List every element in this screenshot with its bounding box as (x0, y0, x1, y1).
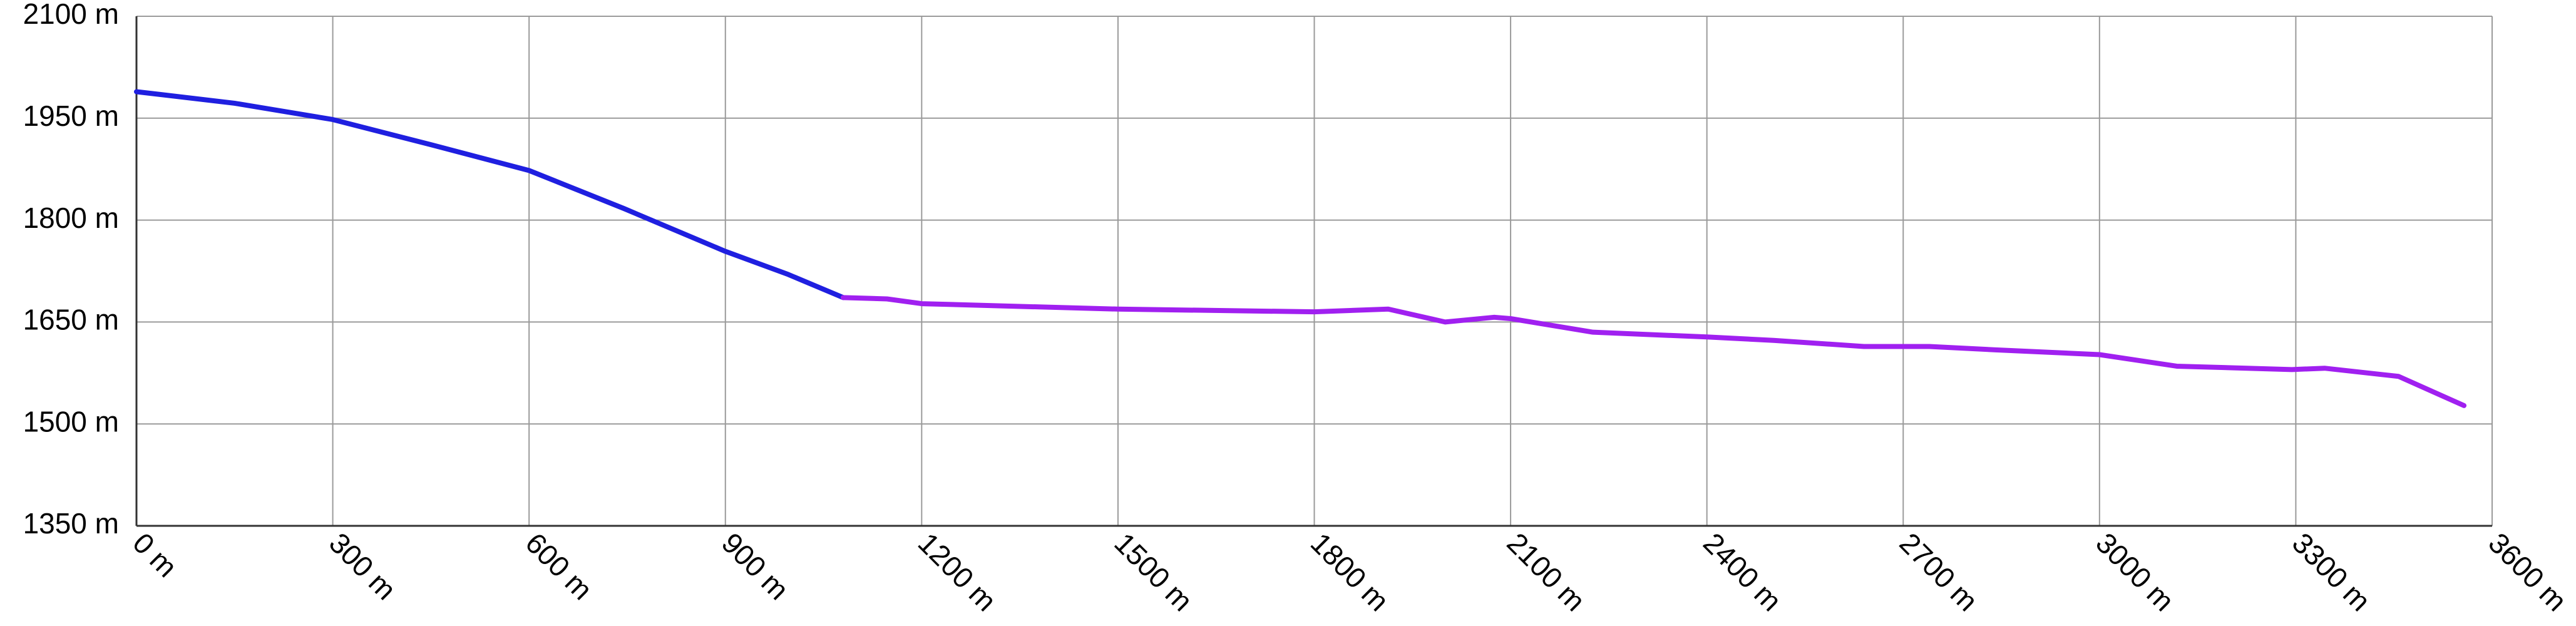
y-tick-label: 2100 m (23, 0, 119, 30)
x-tick-label: 2700 m (1894, 526, 1984, 617)
x-tick-label: 0 m (126, 526, 183, 583)
x-tick-label: 3300 m (2286, 526, 2377, 617)
x-tick-label: 2400 m (1697, 526, 1788, 617)
elevation-line (134, 89, 846, 300)
x-tick-label: 600 m (519, 526, 598, 606)
x-tick-label: 1200 m (912, 526, 1003, 617)
x-tick-label: 900 m (716, 526, 795, 606)
x-tick-label: 3600 m (2482, 526, 2573, 617)
elevation-line (840, 295, 2467, 408)
y-tick-label: 1500 m (23, 405, 119, 438)
x-tick-label: 3000 m (2090, 526, 2180, 617)
y-tick-label: 1800 m (23, 202, 119, 234)
y-tick-label: 1350 m (23, 507, 119, 540)
y-tick-label: 1650 m (23, 304, 119, 336)
x-tick-label: 1800 m (1305, 526, 1395, 617)
x-tick-label: 1500 m (1108, 526, 1199, 617)
x-tick-label: 300 m (323, 526, 403, 606)
y-tick-label: 1950 m (23, 100, 119, 132)
x-tick-label: 2100 m (1501, 526, 1591, 617)
